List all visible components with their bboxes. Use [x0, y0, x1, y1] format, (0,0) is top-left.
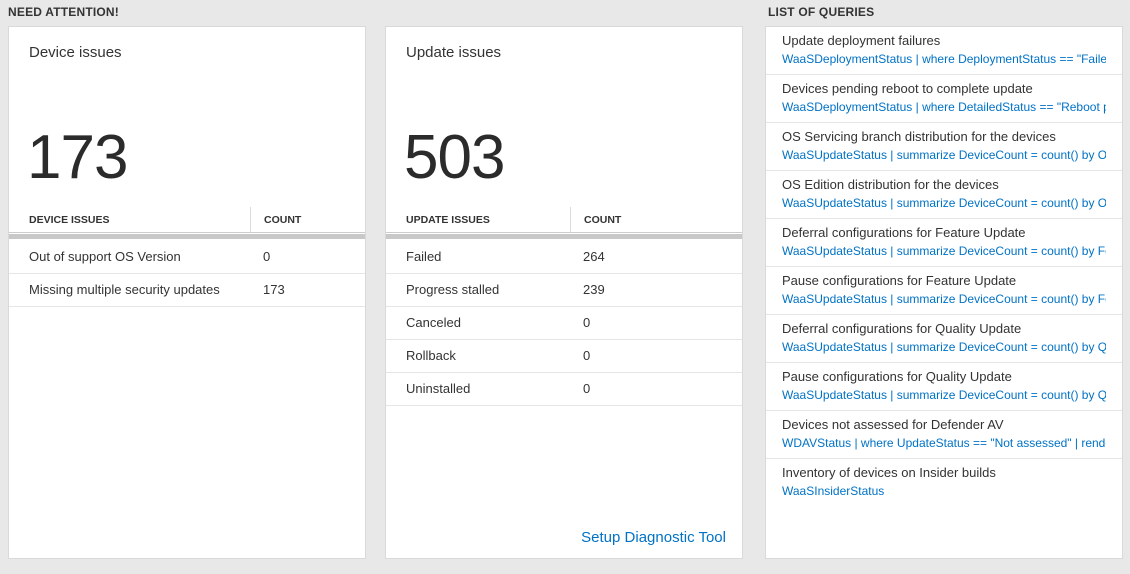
query-title: Inventory of devices on Insider builds [782, 465, 996, 480]
horizontal-scrollbar[interactable] [386, 234, 742, 239]
device-issues-total: 173 [27, 123, 128, 192]
query-title: OS Servicing branch distribution for the… [782, 129, 1056, 144]
query-link[interactable]: WaaSUpdateStatus | summarize DeviceCount… [782, 340, 1106, 354]
row-label: Progress stalled [406, 282, 500, 297]
update-issues-card-title: Update issues [406, 44, 502, 61]
column-header-device-issues: DEVICE ISSUES [29, 214, 110, 226]
query-title: Devices not assessed for Defender AV [782, 417, 1004, 432]
query-title: Pause configurations for Feature Update [782, 273, 1017, 288]
column-header-count: COUNT [250, 207, 365, 232]
column-header-update-issues: UPDATE ISSUES [406, 214, 490, 226]
row-count: 0 [583, 381, 591, 396]
query-list-item[interactable]: Devices pending reboot to complete updat… [766, 75, 1122, 123]
query-list-item[interactable]: Pause configurations for Quality Update … [766, 363, 1122, 411]
update-issues-table: UPDATE ISSUES COUNT Failed 264 Progress … [386, 207, 742, 406]
query-title: OS Edition distribution for the devices [782, 177, 999, 192]
row-count: 239 [583, 282, 605, 297]
row-count: 264 [583, 249, 605, 264]
update-issues-rows: Failed 264 Progress stalled 239 Canceled… [386, 241, 742, 406]
query-link[interactable]: WaaSUpdateStatus | summarize DeviceCount… [782, 244, 1106, 258]
query-link[interactable]: WaaSUpdateStatus | summarize DeviceCount… [782, 292, 1106, 306]
table-row[interactable]: Missing multiple security updates 173 [9, 274, 365, 307]
row-count: 0 [263, 249, 271, 264]
column-header-count: COUNT [570, 207, 742, 232]
row-label: Rollback [406, 348, 456, 363]
query-list-item[interactable]: Update deployment failures WaaSDeploymen… [766, 27, 1122, 75]
query-link[interactable]: WaaSUpdateStatus | summarize DeviceCount… [782, 196, 1106, 210]
query-link[interactable]: WDAVStatus | where UpdateStatus == "Not … [782, 436, 1106, 450]
list-of-queries-card: Update deployment failures WaaSDeploymen… [765, 26, 1123, 559]
table-row[interactable]: Rollback 0 [386, 340, 742, 373]
query-link[interactable]: WaaSInsiderStatus [782, 484, 885, 498]
update-issues-table-header: UPDATE ISSUES COUNT [386, 207, 742, 233]
table-row[interactable]: Failed 264 [386, 241, 742, 274]
query-list-item[interactable]: Inventory of devices on Insider builds W… [766, 459, 1122, 506]
update-issues-total: 503 [404, 123, 505, 192]
query-list-item[interactable]: Pause configurations for Feature Update … [766, 267, 1122, 315]
row-label: Missing multiple security updates [29, 282, 220, 297]
table-row[interactable]: Uninstalled 0 [386, 373, 742, 406]
row-label: Uninstalled [406, 381, 471, 396]
query-title: Pause configurations for Quality Update [782, 369, 1012, 384]
query-list-item[interactable]: OS Edition distribution for the devices … [766, 171, 1122, 219]
row-count: 0 [583, 348, 591, 363]
device-issues-table: DEVICE ISSUES COUNT Out of support OS Ve… [9, 207, 365, 307]
need-attention-header: NEED ATTENTION! [8, 5, 119, 19]
row-label: Canceled [406, 315, 461, 330]
query-title: Deferral configurations for Feature Upda… [782, 225, 1026, 240]
query-link[interactable]: WaaSUpdateStatus | summarize DeviceCount… [782, 148, 1106, 162]
table-row[interactable]: Canceled 0 [386, 307, 742, 340]
query-list-item[interactable]: OS Servicing branch distribution for the… [766, 123, 1122, 171]
query-link[interactable]: WaaSDeploymentStatus | where DetailedSta… [782, 100, 1106, 114]
horizontal-scrollbar[interactable] [9, 234, 365, 239]
query-list-item[interactable]: Deferral configurations for Feature Upda… [766, 219, 1122, 267]
device-issues-card: Device issues 173 DEVICE ISSUES COUNT Ou… [8, 26, 366, 559]
row-count: 0 [583, 315, 591, 330]
device-issues-card-title: Device issues [29, 44, 122, 61]
query-link[interactable]: WaaSUpdateStatus | summarize DeviceCount… [782, 388, 1106, 402]
query-list-item[interactable]: Devices not assessed for Defender AV WDA… [766, 411, 1122, 459]
device-issues-rows: Out of support OS Version 0 Missing mult… [9, 241, 365, 307]
update-issues-card: Update issues 503 UPDATE ISSUES COUNT Fa… [385, 26, 743, 559]
query-title: Update deployment failures [782, 33, 941, 48]
query-list-item[interactable]: Deferral configurations for Quality Upda… [766, 315, 1122, 363]
query-title: Deferral configurations for Quality Upda… [782, 321, 1022, 336]
table-row[interactable]: Out of support OS Version 0 [9, 241, 365, 274]
query-link[interactable]: WaaSDeploymentStatus | where DeploymentS… [782, 52, 1106, 66]
list-of-queries-header: LIST OF QUERIES [768, 5, 875, 19]
row-label: Failed [406, 249, 442, 264]
row-label: Out of support OS Version [29, 249, 181, 264]
table-row[interactable]: Progress stalled 239 [386, 274, 742, 307]
device-issues-table-header: DEVICE ISSUES COUNT [9, 207, 365, 233]
query-title: Devices pending reboot to complete updat… [782, 81, 1033, 96]
row-count: 173 [263, 282, 285, 297]
setup-diagnostic-tool-link[interactable]: Setup Diagnostic Tool [581, 529, 726, 546]
